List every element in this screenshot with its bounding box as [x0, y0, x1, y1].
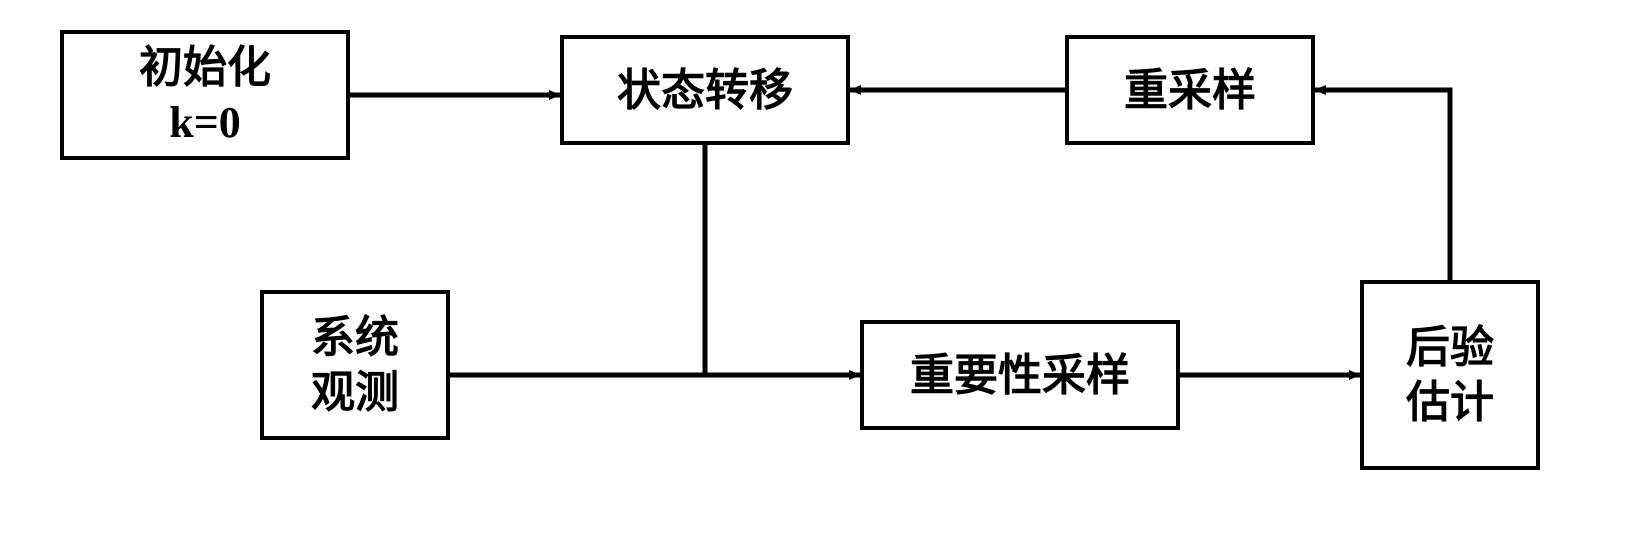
node-transition-label: 状态转移: [617, 63, 793, 118]
node-resample: 重采样: [1065, 35, 1315, 145]
node-observe: 系统 观测: [260, 290, 450, 440]
node-init-line2: k=0: [169, 95, 241, 150]
node-resample-label: 重采样: [1124, 63, 1256, 118]
node-init-line1: 初始化: [139, 40, 271, 95]
node-posterior-line2: 估计: [1406, 375, 1494, 430]
edge-posterior-to-resample: [1315, 90, 1450, 280]
node-observe-line2: 观测: [311, 365, 399, 420]
node-importance-label: 重要性采样: [910, 348, 1130, 403]
node-observe-line1: 系统: [311, 310, 399, 365]
node-posterior-line1: 后验: [1406, 320, 1494, 375]
node-posterior: 后验 估计: [1360, 280, 1540, 470]
node-transition: 状态转移: [560, 35, 850, 145]
node-importance: 重要性采样: [860, 320, 1180, 430]
node-init: 初始化 k=0: [60, 30, 350, 160]
